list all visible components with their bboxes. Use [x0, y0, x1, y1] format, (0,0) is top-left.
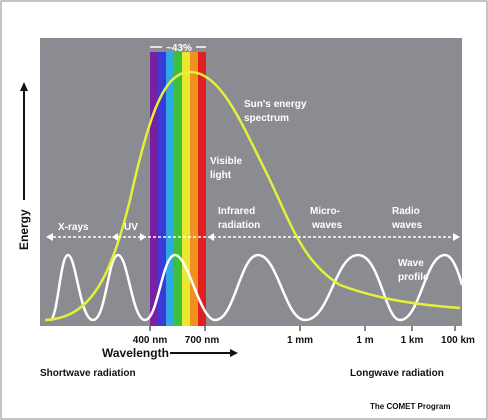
x-tick-label: 1 km	[401, 335, 424, 346]
visible-spectrum	[150, 52, 206, 326]
x-tick-label: 400 nm	[133, 335, 168, 346]
shortwave-label: Shortwave radiation	[40, 368, 136, 379]
percent-label: ~43%	[166, 43, 192, 54]
x-tick-label: 1 mm	[287, 335, 313, 346]
wavelength-label: Wavelength	[102, 346, 169, 360]
longwave-label: Longwave radiation	[350, 368, 444, 379]
x-tick-label: 100 km	[441, 335, 475, 346]
energy-label: Energy	[17, 209, 31, 250]
credit: The COMET Program	[370, 402, 450, 411]
diagram: ~43% Sun's energyspectrum Visiblelight X…	[0, 0, 488, 420]
band-label: UV	[124, 222, 138, 233]
band-label: X-rays	[58, 222, 89, 233]
x-tick-label: 700 nm	[185, 335, 220, 346]
x-tick-label: 1 m	[356, 335, 373, 346]
